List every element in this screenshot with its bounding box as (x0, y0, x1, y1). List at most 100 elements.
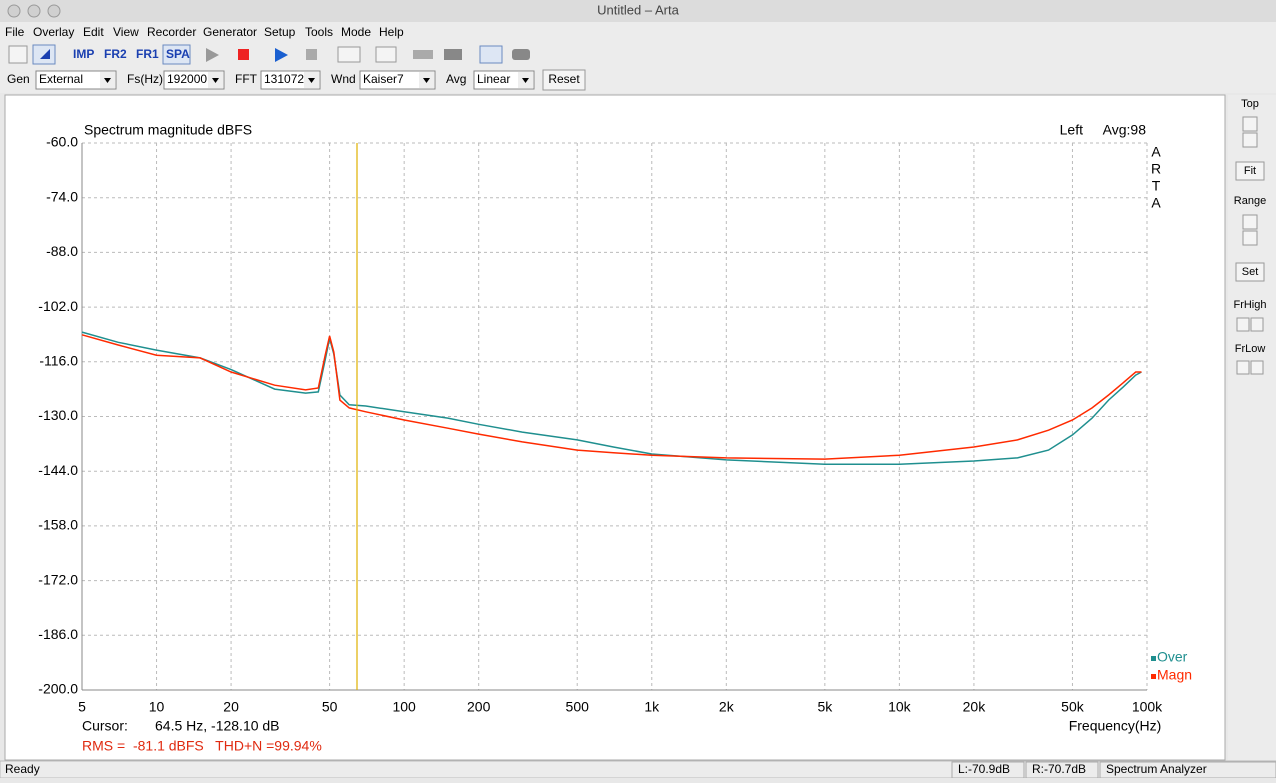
tool-button[interactable] (413, 50, 433, 59)
spin-up[interactable] (1242, 214, 1258, 230)
side-button-label[interactable]: Fit (1244, 165, 1256, 177)
step-right[interactable] (1250, 317, 1264, 332)
y-tick-label: -116.0 (39, 353, 78, 369)
chart: -60.0 -74.0 -88.0 -102.0 -116.0 -130.0 -144.0 -… (38, 122, 1192, 754)
stop-icon[interactable] (238, 49, 249, 60)
play-icon[interactable] (206, 48, 219, 62)
y-tick-label: -102.0 (38, 298, 78, 314)
summary: RMS = -81.1 dBFS THD+N =99.94% (82, 738, 322, 754)
dropdown-arrow[interactable] (308, 78, 315, 83)
y-tick-label: -130.0 (38, 407, 78, 423)
controls: Gen External Fs(Hz) 192000 FFT 131072 Wnd Kaise… (7, 69, 586, 91)
close-button[interactable] (7, 4, 21, 18)
new-button[interactable] (8, 45, 28, 64)
tool-button[interactable] (444, 49, 462, 60)
side-button[interactable] (1235, 262, 1265, 282)
minimize-button[interactable] (27, 4, 41, 18)
y-tick-label: -144.0 (38, 462, 78, 478)
menu-item[interactable]: Mode (341, 25, 371, 39)
open-button[interactable] (32, 44, 56, 65)
dropdown-arrow[interactable] (212, 78, 219, 83)
dropdown-value[interactable]: 131072 (264, 72, 304, 86)
mode-button-label[interactable]: IMP (73, 47, 94, 61)
y-tick-label: -200.0 (38, 681, 78, 697)
step-left[interactable] (1236, 317, 1250, 332)
watermark-letter: A (1151, 144, 1161, 160)
spin-up[interactable] (1242, 116, 1258, 132)
control-label: Avg (446, 72, 466, 86)
x-tick-label: 100k (1132, 699, 1163, 715)
reset-label[interactable]: Reset (548, 72, 580, 86)
chart-panel (4, 94, 1226, 761)
dropdown-value[interactable]: Linear (477, 72, 510, 86)
y-tick-label: -172.0 (38, 571, 78, 587)
tool-button[interactable] (479, 45, 503, 64)
mode-button[interactable] (162, 44, 191, 65)
status-mode: Spectrum Analyzer (1106, 762, 1207, 776)
mode-button-label[interactable]: FR1 (136, 47, 159, 61)
watermark-letter: T (1152, 178, 1161, 194)
step-right[interactable] (1250, 360, 1264, 375)
dropdown-value[interactable]: 192000 (167, 72, 207, 86)
status-right: R:-70.7dB (1032, 762, 1086, 776)
x-tick-label: 2k (719, 699, 735, 715)
dropdown[interactable] (35, 70, 117, 90)
mode-buttons: IMP FR2 FR1 SPA (73, 44, 191, 65)
reset-button[interactable] (542, 69, 586, 91)
stop-icon[interactable] (306, 49, 317, 60)
x-tick-label: 1k (644, 699, 660, 715)
series-line (81, 331, 1142, 465)
side-button[interactable] (1235, 161, 1265, 181)
average-label: Avg:98 (1103, 122, 1147, 138)
title-bar (0, 0, 1276, 22)
menu-item[interactable]: Setup (264, 25, 296, 39)
menu-item[interactable]: Edit (83, 25, 104, 39)
status-left: L:-70.9dB (958, 762, 1010, 776)
toolbar (0, 44, 1276, 66)
step-left[interactable] (1236, 360, 1250, 375)
dropdown[interactable] (359, 70, 436, 90)
x-tick-label: 20 (223, 699, 239, 715)
mode-button-label[interactable]: SPA (166, 47, 190, 61)
side-label: FrHigh (1233, 299, 1266, 311)
y-tick-label: -60.0 (46, 134, 78, 150)
x-tick-label: 500 (566, 699, 590, 715)
dropdown-arrow[interactable] (522, 78, 529, 83)
watermark-letter: A (1151, 195, 1161, 211)
chart-title: Spectrum magnitude dBFS (84, 122, 252, 138)
x-tick-label: 50 (322, 699, 338, 715)
menu-item[interactable]: File (5, 25, 25, 39)
menu-item[interactable]: View (113, 25, 139, 39)
side-panel (1228, 95, 1276, 760)
menu-item[interactable]: Overlay (33, 25, 74, 39)
tool-button[interactable] (512, 49, 530, 60)
spin-down[interactable] (1242, 230, 1258, 246)
dropdown-arrow[interactable] (423, 78, 430, 83)
menu-item[interactable]: Recorder (147, 25, 196, 39)
menu-bar (0, 22, 1276, 44)
menu-item[interactable]: Tools (305, 25, 333, 39)
spin-down[interactable] (1242, 132, 1258, 148)
cursor-readout: 64.5 Hz, -128.10 dB (155, 718, 280, 734)
side-label: Range (1234, 195, 1266, 207)
menu-item[interactable]: Help (379, 25, 404, 39)
menu: File Overlay Edit View Recorder Generator Setu… (5, 25, 404, 39)
cursor-label: Cursor: (82, 718, 128, 734)
play-icon[interactable] (275, 48, 288, 62)
side-button-label[interactable]: Set (1242, 266, 1259, 278)
dropdown-arrow[interactable] (104, 78, 111, 83)
tool-button[interactable] (375, 46, 397, 63)
mode-button-label[interactable]: FR2 (104, 47, 127, 61)
y-tick-label: -88.0 (46, 243, 78, 259)
x-tick-label: 5 (78, 699, 86, 715)
control-label: Gen (7, 72, 30, 86)
zoom-button[interactable] (47, 4, 61, 18)
dropdown-value[interactable]: Kaiser7 (363, 72, 404, 86)
control-label: FFT (235, 72, 258, 86)
menu-item[interactable]: Generator (203, 25, 257, 39)
tool-button[interactable] (337, 46, 361, 63)
icon (40, 49, 50, 59)
dropdown-value[interactable]: External (39, 72, 83, 86)
